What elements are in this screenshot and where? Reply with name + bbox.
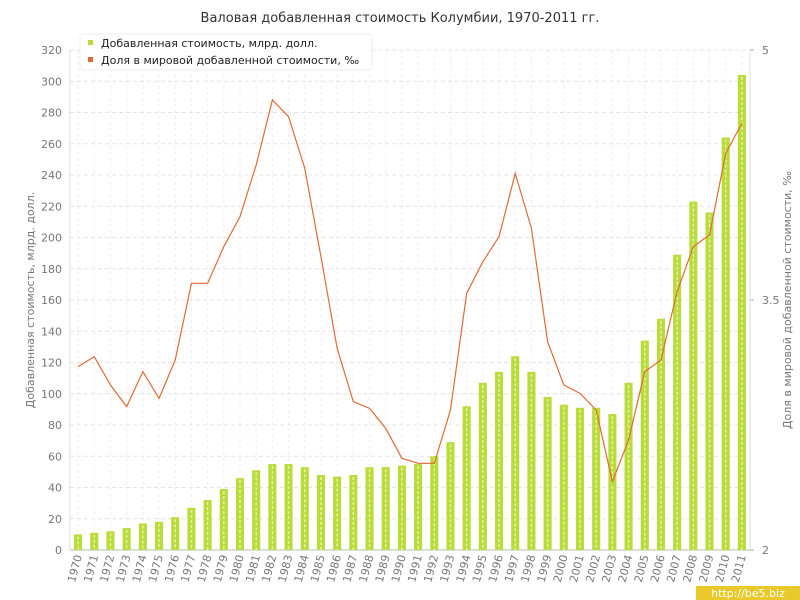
watermark: http://be5.biz bbox=[711, 587, 785, 600]
y-tick-label: 180 bbox=[41, 263, 62, 276]
bar bbox=[575, 407, 585, 550]
bar bbox=[511, 356, 520, 550]
watermark-bg bbox=[696, 586, 800, 600]
y-tick-label: 240 bbox=[41, 169, 62, 182]
y2-tick-label: 3.5 bbox=[762, 294, 780, 307]
legend-swatch bbox=[88, 57, 93, 62]
y-tick-label: 280 bbox=[41, 107, 62, 120]
y-tick-label: 220 bbox=[41, 200, 62, 213]
y-tick-label: 0 bbox=[55, 544, 62, 557]
bar bbox=[122, 528, 131, 550]
bar bbox=[721, 137, 730, 550]
bar bbox=[300, 467, 309, 550]
bar bbox=[381, 467, 390, 550]
bar bbox=[171, 517, 180, 550]
y-tick-label: 40 bbox=[48, 482, 62, 495]
bar bbox=[592, 407, 601, 550]
y-tick-label: 320 bbox=[41, 44, 62, 57]
y-tick-label: 140 bbox=[41, 325, 62, 338]
y-tick-label: 80 bbox=[48, 419, 62, 432]
bar bbox=[430, 456, 439, 550]
y2-tick-label: 2 bbox=[762, 544, 769, 557]
y-axis-label: Добавленная стоимость, млрд. долл. bbox=[24, 192, 37, 408]
y-tick-label: 100 bbox=[41, 388, 62, 401]
bar bbox=[187, 507, 196, 550]
y-tick-label: 160 bbox=[41, 294, 62, 307]
y2-axis-label: Доля в мировой добавленной стоимости, ‰ bbox=[781, 171, 794, 429]
bar bbox=[333, 476, 342, 550]
y-tick-label: 60 bbox=[48, 450, 62, 463]
bar bbox=[235, 478, 245, 550]
bar bbox=[656, 318, 665, 550]
y-tick-label: 300 bbox=[41, 75, 62, 88]
y2-tick-label: 5 bbox=[762, 44, 769, 57]
legend-text: Доля в мировой добавленной стоимости, ‰ bbox=[101, 54, 359, 67]
bar bbox=[543, 396, 552, 550]
legend-text: Добавленная стоимость, млрд. долл. bbox=[101, 37, 317, 50]
bar bbox=[365, 467, 374, 550]
bar bbox=[219, 489, 228, 550]
bar bbox=[462, 406, 471, 550]
legend-swatch bbox=[88, 40, 93, 45]
chart-title: Валовая добавленная стоимость Колумбии, … bbox=[201, 11, 600, 26]
line bbox=[77, 98, 743, 484]
y-tick-label: 260 bbox=[41, 138, 62, 151]
y-tick-label: 200 bbox=[41, 232, 62, 245]
legend-box bbox=[79, 33, 373, 71]
y-tick-label: 120 bbox=[41, 357, 62, 370]
y-tick-label: 20 bbox=[48, 513, 62, 526]
